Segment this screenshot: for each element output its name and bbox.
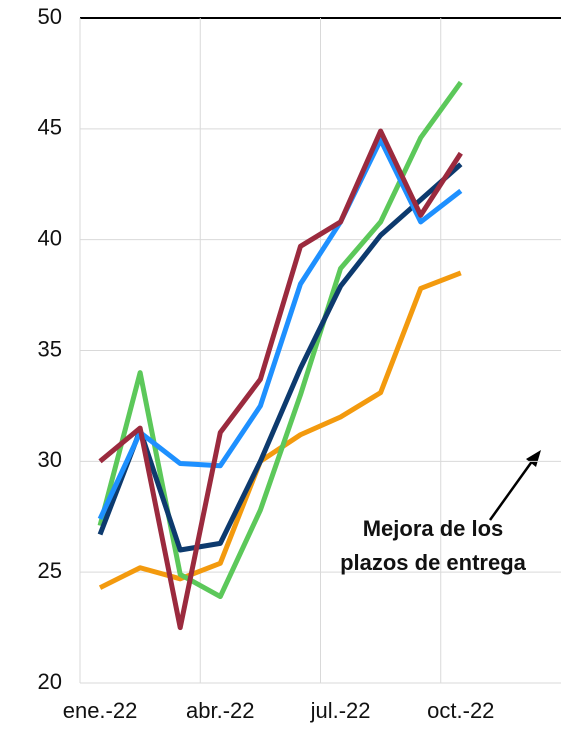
x-tick-label: abr.-22	[186, 698, 255, 723]
annotation-arrow	[488, 459, 535, 521]
y-tick-label: 50	[38, 4, 62, 29]
series-line	[97, 162, 463, 553]
annotation: Mejora de los	[363, 516, 504, 541]
x-tick-label: jul.-22	[310, 698, 371, 723]
x-tick-label: oct.-22	[427, 698, 494, 723]
annotation: plazos de entrega	[340, 550, 527, 575]
arrow-head	[526, 450, 541, 467]
y-tick-label: 35	[38, 336, 62, 361]
x-tick-label: ene.-22	[63, 698, 138, 723]
series-line	[97, 137, 463, 521]
y-tick-label: 20	[38, 669, 62, 694]
y-tick-label: 25	[38, 558, 62, 583]
y-tick-label: 30	[38, 447, 62, 472]
y-tick-label: 40	[38, 225, 62, 250]
y-tick-label: 45	[38, 115, 62, 140]
series-line	[98, 128, 463, 631]
